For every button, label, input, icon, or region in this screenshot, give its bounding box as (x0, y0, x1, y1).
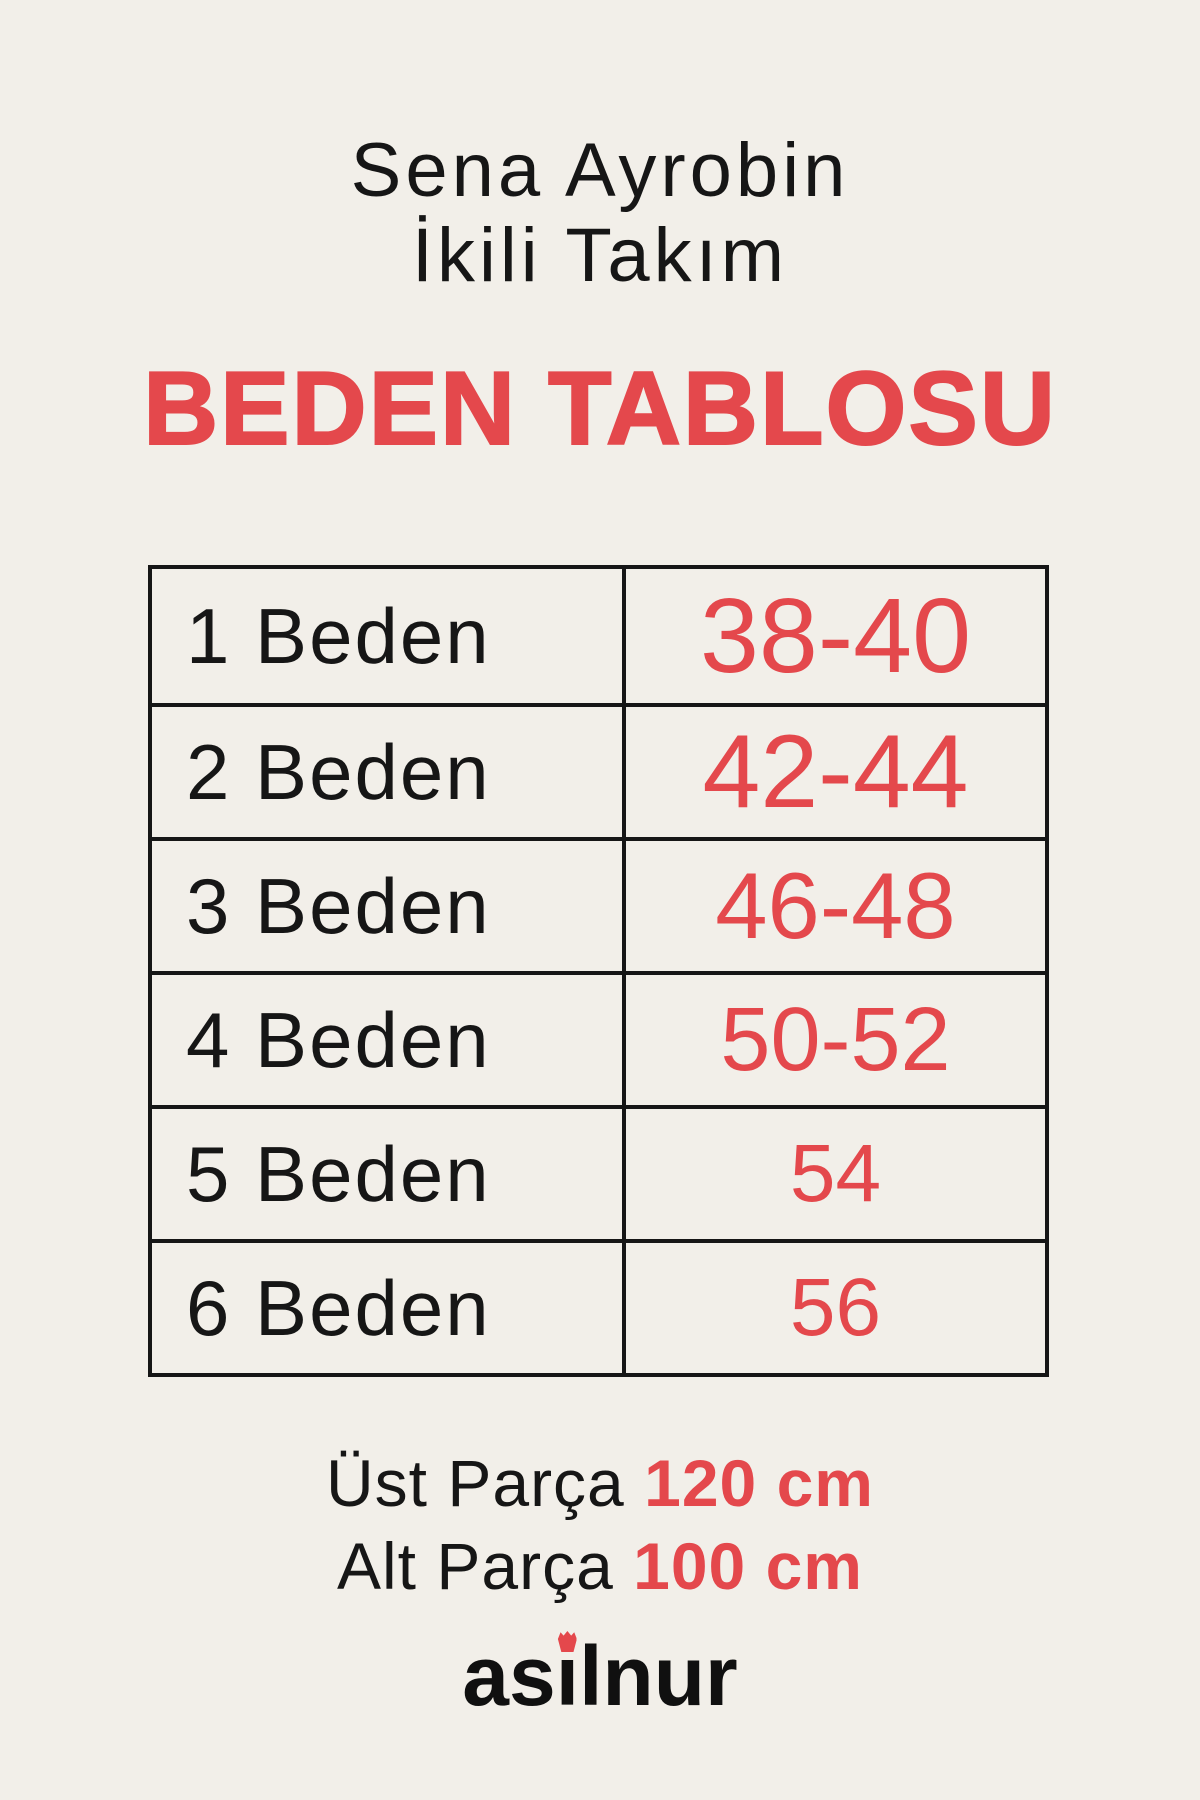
table-row: 1 Beden 38-40 (152, 569, 1045, 703)
table-row: 6 Beden 56 (152, 1239, 1045, 1373)
measurement-line-top: Üst Parça 120 cm (0, 1442, 1200, 1525)
size-value-cell: 42-44 (702, 713, 969, 830)
measurement-line-bottom: Alt Parça 100 cm (0, 1525, 1200, 1608)
size-chart-title: BEDEN TABLOSU (142, 350, 1057, 468)
size-label-cell: 5 Beden (152, 1109, 626, 1239)
table-row: 2 Beden 42-44 (152, 703, 1045, 837)
measurement-label: Üst Parça (326, 1446, 625, 1520)
table-row: 5 Beden 54 (152, 1105, 1045, 1239)
logo-letter-i: i (555, 1629, 580, 1723)
size-value-cell: 54 (789, 1128, 882, 1219)
size-value-cell: 46-48 (715, 853, 956, 958)
measurement-value: 120 cm (644, 1446, 874, 1520)
logo-text-end: lnur (579, 1629, 738, 1723)
table-row: 4 Beden 50-52 (152, 971, 1045, 1105)
size-label-cell: 3 Beden (152, 841, 626, 971)
header: Sena Ayrobin İkili Takım BEDEN TABLOSU (0, 128, 1200, 469)
logo-text-start: as (462, 1629, 556, 1723)
product-name: Sena Ayrobin İkili Takım (0, 128, 1200, 298)
measurement-value: 100 cm (633, 1529, 863, 1604)
table-row: 3 Beden 46-48 (152, 837, 1045, 971)
product-name-line1: Sena Ayrobin (350, 128, 850, 213)
size-table: 1 Beden 38-40 2 Beden 42-44 3 Beden 46-4… (148, 565, 1049, 1377)
size-label-cell: 2 Beden (152, 707, 626, 837)
size-value-cell: 56 (789, 1262, 882, 1353)
size-label-cell: 6 Beden (152, 1243, 626, 1373)
measurements: Üst Parça 120 cm Alt Parça 100 cm (0, 1442, 1200, 1608)
product-name-line2: İkili Takım (411, 213, 789, 299)
size-label-cell: 1 Beden (152, 569, 626, 703)
brand-logo: asilnur (0, 1629, 1200, 1723)
measurement-label: Alt Parça (337, 1529, 614, 1604)
size-value-cell: 38-40 (699, 576, 972, 695)
size-label-cell: 4 Beden (152, 975, 626, 1105)
size-value-cell: 50-52 (720, 989, 951, 1090)
